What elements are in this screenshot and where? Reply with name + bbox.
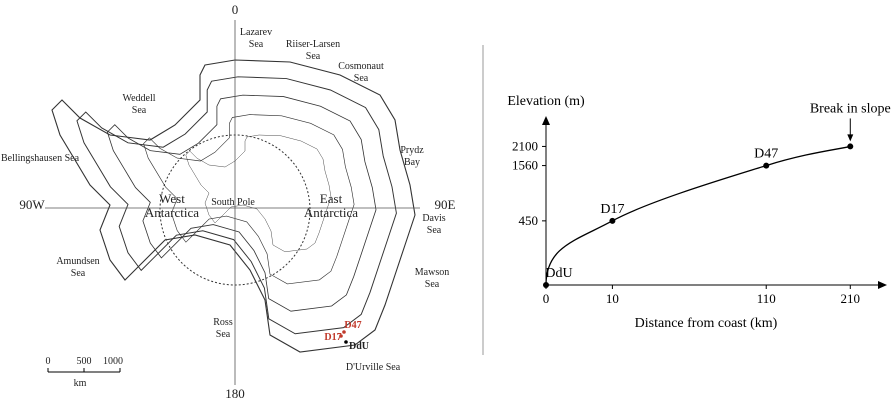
point bbox=[543, 282, 549, 288]
map-label: South Pole bbox=[211, 197, 255, 208]
map-label: East Antarctica bbox=[303, 191, 359, 220]
x-tick-label: 0 bbox=[543, 291, 550, 306]
site bbox=[339, 334, 343, 338]
site-label: D47 bbox=[344, 320, 362, 331]
scale-label: km bbox=[73, 378, 87, 389]
x-tick-label: 10 bbox=[606, 291, 619, 306]
site-label: DdU bbox=[348, 341, 370, 352]
x-axis-label: Distance from coast (km) bbox=[635, 316, 778, 331]
map-label: Weddell Sea bbox=[122, 93, 156, 116]
map-label: Ross Sea bbox=[213, 317, 233, 340]
map-label: Riiser-Larsen Sea bbox=[285, 39, 341, 62]
x-tick-label: 110 bbox=[757, 291, 776, 306]
map-label: Amundsen Sea bbox=[56, 256, 100, 279]
site bbox=[344, 340, 348, 344]
point-label: DdU bbox=[545, 266, 572, 281]
map-label: Davis Sea bbox=[422, 213, 446, 236]
map-label: Bellingshausen Sea bbox=[0, 153, 80, 164]
map-label: Mawson Sea bbox=[414, 267, 450, 290]
point-label: D17 bbox=[600, 202, 624, 217]
point bbox=[609, 217, 616, 224]
map-label: Prydz Bay bbox=[400, 145, 424, 168]
x-tick-label: 210 bbox=[841, 291, 861, 306]
scale-label: 1000 bbox=[103, 356, 123, 367]
site-label: D17 bbox=[324, 332, 342, 343]
map-label: 90E bbox=[434, 197, 456, 212]
y-axis-arrow bbox=[542, 116, 550, 125]
y-axis-label: Elevation (m) bbox=[507, 94, 585, 109]
site bbox=[342, 330, 346, 334]
map-label: 90W bbox=[19, 197, 45, 212]
map-label: Lazarev Sea bbox=[239, 27, 273, 50]
y-tick-label: 1560 bbox=[512, 158, 538, 173]
x-axis-arrow bbox=[878, 281, 887, 289]
scale-bar bbox=[47, 368, 121, 373]
map-label: Cosmonaut Sea bbox=[338, 61, 384, 84]
point bbox=[763, 162, 770, 169]
point-label: Break in slope bbox=[810, 101, 891, 116]
point bbox=[847, 143, 854, 150]
map-label: West Antarctica bbox=[144, 191, 200, 220]
pointer-head bbox=[847, 134, 854, 142]
map-label: D'Urville Sea bbox=[345, 362, 401, 373]
contours bbox=[51, 59, 416, 353]
scale-label: 500 bbox=[76, 356, 92, 367]
y-tick-label: 450 bbox=[519, 213, 539, 228]
scale-label: 0 bbox=[45, 356, 51, 367]
y-tick-label: 2100 bbox=[512, 138, 538, 153]
point-label: D47 bbox=[754, 147, 778, 162]
map-label: 180 bbox=[225, 386, 245, 401]
curve bbox=[545, 145, 851, 286]
map-label: 0 bbox=[231, 2, 239, 17]
